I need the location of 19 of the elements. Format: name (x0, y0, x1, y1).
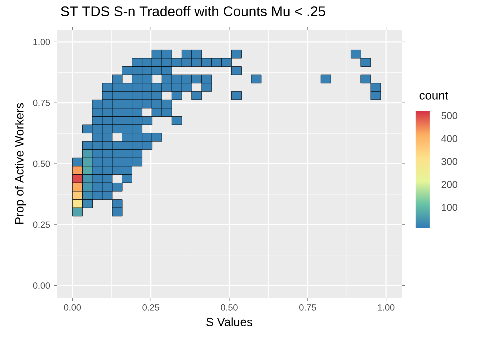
chart-title: ST TDS S-n Tradeoff with Counts Mu < .25 (61, 6, 326, 17)
color-bar-label: 400 (442, 135, 458, 142)
y-tick-label: 0.75 (33, 100, 50, 106)
x-tick-label: 1.00 (378, 304, 395, 311)
y-tick-label: 0.50 (33, 160, 50, 168)
y-tick-label: 1.00 (34, 39, 50, 46)
color-bar-label: 300 (442, 158, 458, 166)
y-axis-title: Prop of Active Workers (15, 103, 26, 224)
y-tick-label: 0.25 (33, 222, 50, 228)
color-bar-label: 500 (442, 112, 458, 120)
x-tick-label: 0.25 (142, 304, 160, 311)
color-bar-label: 200 (442, 181, 458, 188)
color-bar-title: count (420, 92, 448, 100)
x-tick-label: 0.75 (300, 304, 316, 311)
y-tick-label: 0.00 (33, 282, 50, 289)
x-axis-title: S Values (206, 318, 253, 326)
x-tick-label: 0.50 (221, 304, 238, 311)
color-bar-label: 100 (442, 204, 458, 212)
x-tick-label: 0.00 (64, 304, 82, 311)
